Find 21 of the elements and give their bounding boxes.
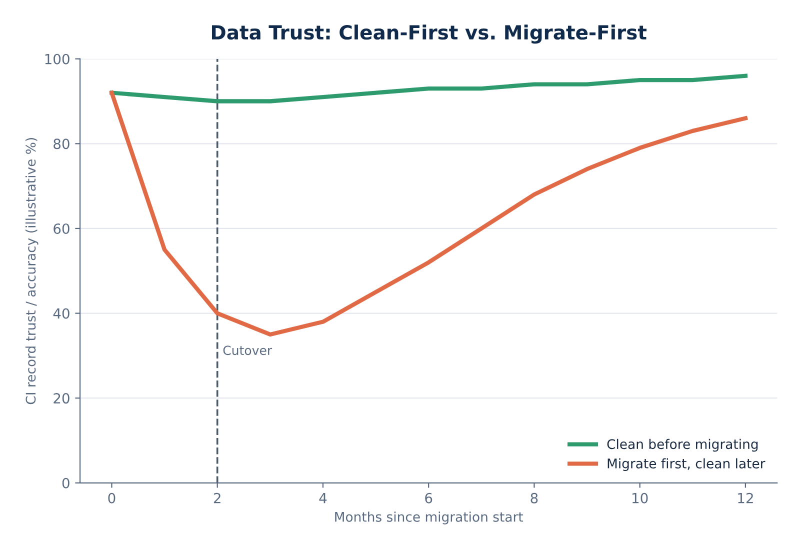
- x-tick-label: 0: [108, 492, 116, 504]
- y-tick-label: 80: [54, 138, 70, 150]
- y-axis-title: CI record trust / accuracy (illustrative %): [25, 138, 38, 404]
- legend-label: Clean before migrating: [607, 438, 758, 452]
- x-axis-title: Months since migration start: [335, 512, 524, 524]
- ref-line-label: Cutover: [223, 346, 272, 356]
- x-tick-label: 4: [319, 493, 327, 504]
- line-series: [110, 74, 748, 104]
- x-tick-label: 2: [214, 492, 220, 504]
- y-tick-label: 20: [54, 393, 70, 404]
- legend-label: Migrate first, clean later: [608, 458, 766, 472]
- x-tick-label: 6: [425, 492, 432, 504]
- y-tick-label: 60: [54, 223, 70, 234]
- x-tick-label: 12: [738, 492, 753, 504]
- y-tick-label: 100: [45, 54, 70, 64]
- x-tick-label: 8: [530, 492, 538, 504]
- chart-title: Data Trust: Clean-First vs. Migrate-First: [212, 24, 647, 44]
- y-tick-label: 40: [53, 308, 70, 319]
- y-tick-label: 0: [62, 478, 70, 488]
- x-tick-label: 10: [632, 492, 648, 504]
- line-series: [110, 90, 748, 337]
